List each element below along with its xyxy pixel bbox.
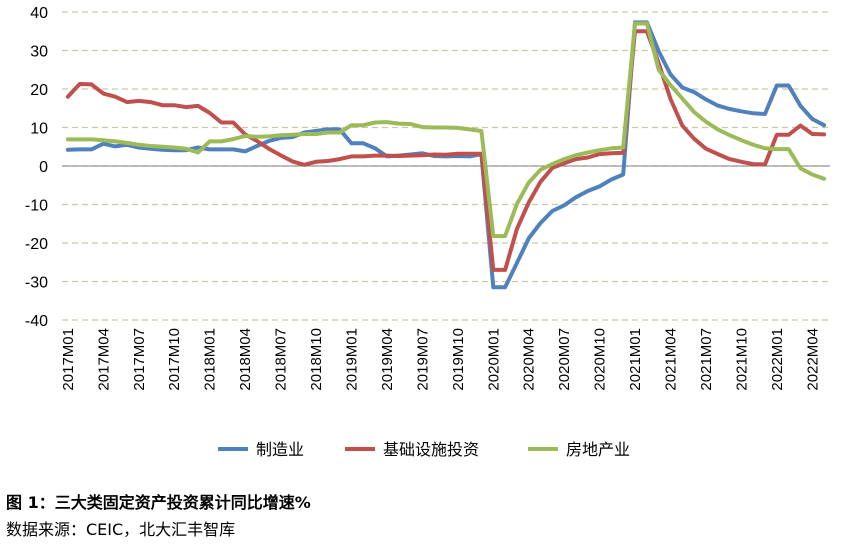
y-tick-label: -20 — [25, 236, 48, 253]
x-tick-label: 2020M10 — [592, 328, 609, 391]
x-tick-label: 2020M04 — [521, 328, 538, 391]
legend-label: 基础设施投资 — [383, 440, 479, 459]
x-tick-label: 2022M04 — [804, 328, 821, 391]
series-lines — [65, 20, 827, 290]
x-tick-label: 2017M10 — [166, 328, 183, 391]
x-tick-label: 2018M01 — [202, 328, 219, 391]
legend-label: 房地产业 — [566, 440, 630, 459]
legend: 制造业 基础设施投资 房地产业 — [218, 440, 630, 459]
x-tick-label: 2017M01 — [60, 328, 77, 391]
x-tick-label: 2020M07 — [556, 328, 573, 391]
y-tick-label: 30 — [30, 44, 48, 61]
x-tick-label: 2017M07 — [131, 328, 148, 391]
x-tick-label: 2019M07 — [414, 328, 431, 391]
figure-source-note: 数据来源：CEIC，北大汇丰智库 — [6, 520, 236, 539]
x-axis-tick-labels: 2017M01 2017M04 2017M07 2017M10 2018M01 2018M… — [60, 328, 821, 391]
x-tick-label: 2018M07 — [273, 328, 290, 391]
y-tick-label: -30 — [25, 275, 48, 292]
x-tick-label: 2018M04 — [237, 328, 254, 391]
grid-lines — [62, 11, 830, 321]
y-tick-label: 20 — [30, 82, 48, 99]
x-tick-label: 2021M04 — [662, 328, 679, 391]
x-tick-label: 2021M10 — [733, 328, 750, 391]
y-tick-label: 10 — [30, 121, 48, 138]
figure-caption-title: 图 1：三大类固定资产投资累计同比增速% — [6, 493, 311, 512]
x-tick-label: 2019M01 — [343, 328, 360, 391]
series-line-2 — [65, 29, 827, 272]
x-tick-label: 2019M10 — [450, 328, 467, 391]
y-tick-label: -40 — [25, 313, 48, 330]
x-tick-label: 2021M01 — [627, 328, 644, 391]
x-tick-label: 2018M10 — [308, 328, 325, 391]
x-tick-label: 2019M04 — [379, 328, 396, 391]
y-axis-tick-labels: -40 -30 -20 -10 0 10 20 30 40 — [25, 5, 48, 330]
series-line-3 — [65, 21, 827, 239]
y-tick-label: 0 — [39, 159, 48, 176]
legend-label: 制造业 — [256, 440, 304, 459]
y-tick-label: 40 — [30, 5, 48, 22]
x-tick-label: 2021M07 — [698, 328, 715, 391]
y-tick-label: -10 — [25, 198, 48, 215]
x-tick-label: 2017M04 — [95, 328, 112, 391]
x-tick-label: 2020M01 — [485, 328, 502, 391]
x-tick-label: 2022M01 — [769, 328, 786, 391]
